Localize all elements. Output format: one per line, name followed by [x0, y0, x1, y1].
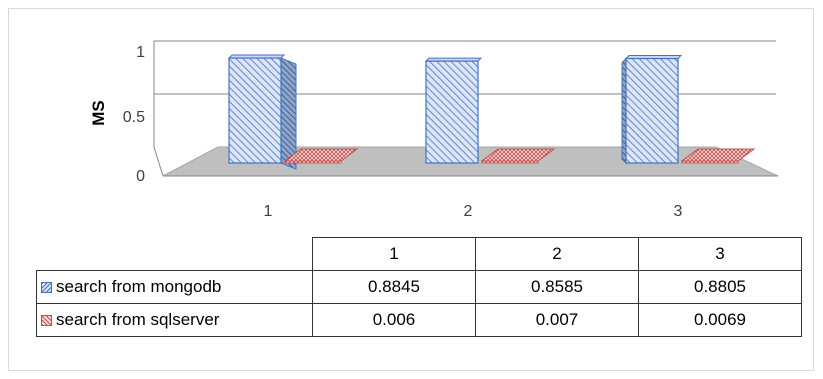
legend-label-sqlserver: search from sqlserver — [56, 310, 220, 329]
bar-sqlserver-front — [284, 160, 342, 164]
x-tick-label: 1 — [264, 203, 273, 220]
y-tick-label: 0 — [136, 168, 145, 185]
bar-mongodb — [228, 57, 282, 164]
data-table-cell: 0.8805 — [638, 270, 802, 304]
y-axis-label: MS — [89, 100, 108, 126]
data-table-cell: 0.8845 — [312, 270, 476, 304]
data-table-column-header: 3 — [638, 237, 802, 271]
x-tick-label: 2 — [464, 203, 473, 220]
bar-mongodb-side — [280, 57, 297, 170]
legend-entry-mongodb: search from mongodb — [36, 270, 313, 304]
data-table: 1 2 3 search from mongodb 0.8845 0.8585 … — [36, 237, 802, 337]
bar-sqlserver-front — [681, 160, 739, 164]
legend-label-mongodb: search from mongodb — [56, 277, 222, 296]
data-table-cell: 0.0069 — [638, 303, 802, 337]
data-table-header-row: 1 2 3 — [36, 237, 802, 271]
bar-sqlserver-front — [481, 160, 539, 164]
y-tick-label: 1 — [136, 44, 145, 61]
legend-key-mongodb — [41, 282, 52, 293]
bar-mongodb — [425, 60, 479, 164]
y-tick-label: 0.5 — [123, 109, 145, 126]
legend-entry-sqlserver: search from sqlserver — [36, 303, 313, 337]
data-table-row: search from sqlserver 0.006 0.007 0.0069 — [36, 303, 802, 337]
data-table-cell: 0.8585 — [475, 270, 639, 304]
data-table-column-header: 1 — [312, 237, 476, 271]
bar-mongodb — [625, 57, 679, 164]
data-table-corner — [36, 237, 313, 271]
legend-key-sqlserver — [41, 315, 52, 326]
data-table-cell: 0.007 — [475, 303, 639, 337]
data-table-column-header: 2 — [475, 237, 639, 271]
side-wall — [153, 41, 164, 177]
data-table-cell: 0.006 — [312, 303, 476, 337]
data-table-row: search from mongodb 0.8845 0.8585 0.8805 — [36, 270, 802, 304]
chart-frame — [8, 8, 814, 371]
x-tick-label: 3 — [674, 203, 683, 220]
